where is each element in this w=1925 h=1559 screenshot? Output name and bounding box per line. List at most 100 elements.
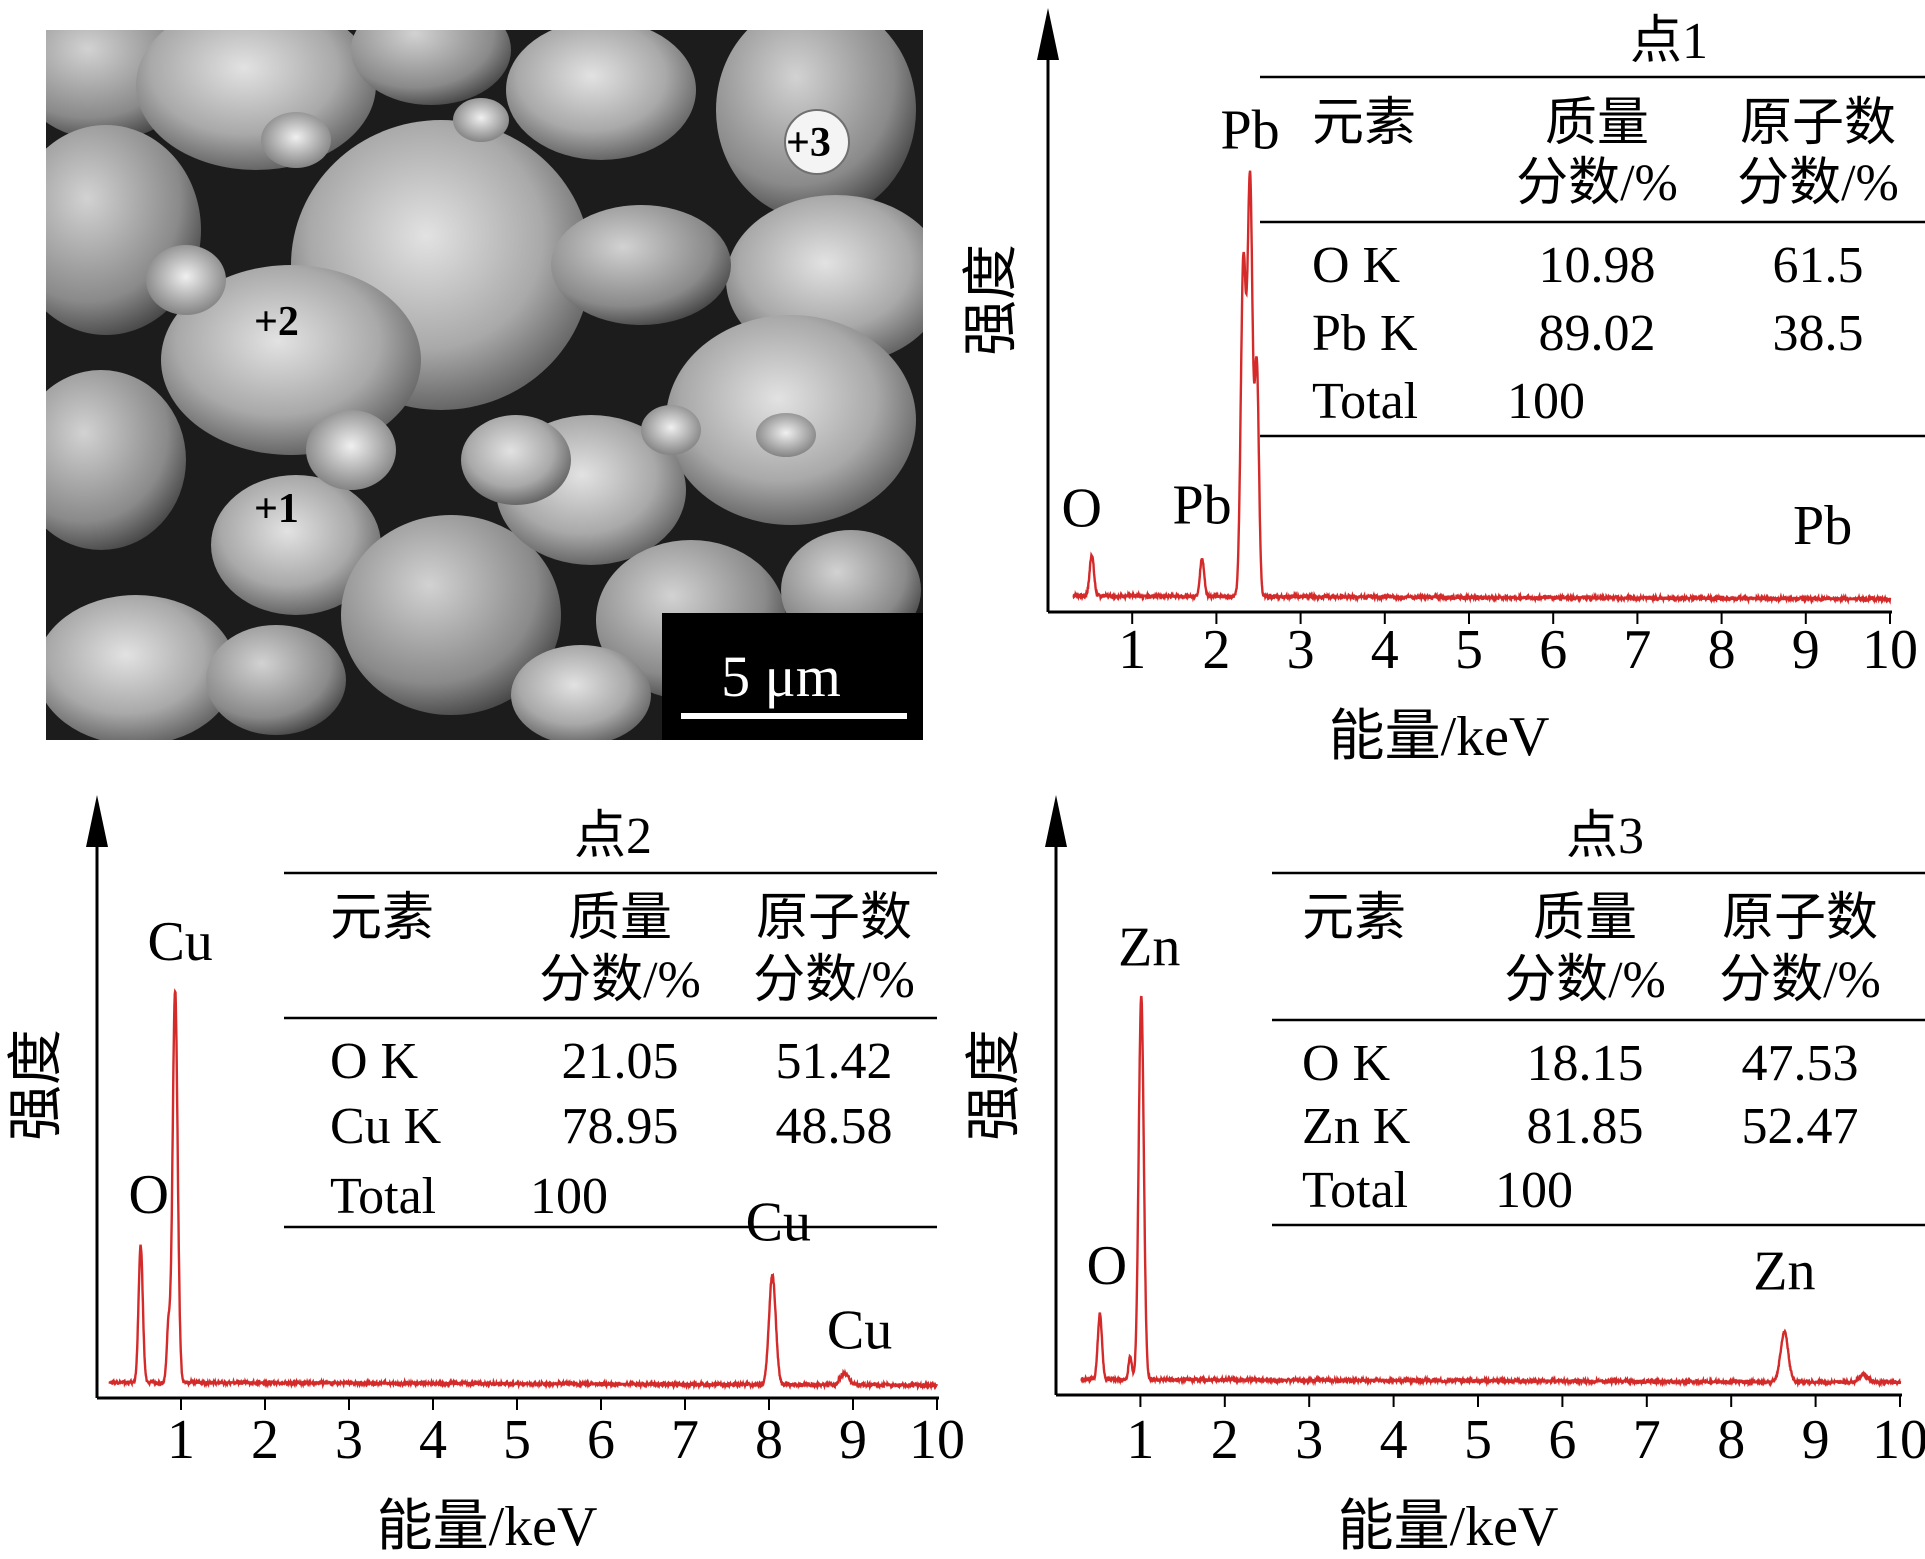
peak-label: O [128,1164,168,1226]
scale-bar-line [681,713,907,719]
table-cell-mass: 78.95 [562,1098,679,1155]
table-cell-mass: 89.02 [1539,305,1656,362]
x-axis-label: 能量/keV [377,1496,598,1558]
table-cell-atomic: 61.5 [1773,237,1864,294]
x-tick-label: 7 [1633,1409,1661,1471]
spectrum-line [1072,170,1892,605]
x-tick-label: 1 [167,1409,195,1471]
table-header-mass: 质量 [1533,890,1637,947]
x-tick-label: 6 [587,1409,615,1471]
y-axis-label: 强度 [961,244,1023,356]
x-tick-label: 4 [1380,1409,1408,1471]
x-tick-label: 3 [335,1409,363,1471]
table-header-atomic: 原子数 [1740,95,1896,152]
x-tick-label: 10 [1862,619,1918,681]
table-cell-mass: 100 [1507,373,1585,430]
table-cell-atomic: 48.58 [776,1098,893,1155]
x-axis-label: 能量/keV [1338,1496,1559,1558]
x-tick-label: 6 [1548,1409,1576,1471]
x-axis-label: 能量/keV [1329,706,1550,768]
x-tick-label: 4 [419,1409,447,1471]
table-header-mass-unit: 分数/% [1504,952,1666,1009]
table-cell-element: Cu K [330,1098,442,1155]
table-cell-mass: 100 [530,1168,608,1225]
table-cell-mass: 18.15 [1527,1035,1644,1092]
table-cell-element: O K [1312,237,1401,294]
table-header-atomic-unit: 分数/% [753,952,915,1009]
x-tick-label: 2 [251,1409,279,1471]
table-cell-element: Pb K [1312,305,1418,362]
marker-point-1: +1 [254,486,299,532]
table-cell-mass: 100 [1495,1162,1573,1219]
x-tick-label: 10 [909,1409,965,1471]
table-title: 点3 [1566,808,1644,865]
table-title: 点1 [1630,13,1708,70]
x-tick-label: 9 [1792,619,1820,681]
sem-grains [46,30,923,740]
table-header-mass-unit: 分数/% [1516,155,1678,212]
scale-bar-label: 5 μm [721,644,841,709]
peak-label: Cu [746,1191,811,1253]
y-axis-label: 强度 [964,1029,1026,1141]
x-tick-label: 7 [1623,619,1651,681]
marker-point-2: +2 [254,299,299,345]
table-header-mass-unit: 分数/% [539,952,701,1009]
x-tick-label: 9 [839,1409,867,1471]
table-header-mass: 质量 [1545,95,1649,152]
x-tick-label: 5 [503,1409,531,1471]
table-header-element: 元素 [1302,890,1406,947]
table-header-atomic-unit: 分数/% [1719,952,1881,1009]
x-tick-label: 6 [1539,619,1567,681]
table-cell-element: Total [1312,373,1418,430]
peak-label: Pb [1173,474,1232,536]
peak-label: Pb [1793,495,1852,557]
spectrum-line [1080,995,1902,1389]
x-tick-label: 5 [1455,619,1483,681]
x-tick-label: 7 [671,1409,699,1471]
table-cell-mass: 10.98 [1539,237,1656,294]
y-axis-arrow [86,795,108,847]
y-axis-arrow [1045,795,1067,847]
peak-label: Zn [1118,916,1180,978]
table-cell-element: Zn K [1302,1098,1411,1155]
x-tick-label: 1 [1118,619,1146,681]
table-header-atomic: 原子数 [756,890,912,947]
table-cell-atomic: 38.5 [1773,305,1864,362]
x-tick-label: 8 [1708,619,1736,681]
spectrum-line [108,988,938,1392]
table-cell-mass: 81.85 [1527,1098,1644,1155]
table-header-atomic-unit: 分数/% [1737,155,1899,212]
table-cell-element: Total [330,1168,436,1225]
table-title: 点2 [574,808,652,865]
table-cell-element: Total [1302,1162,1408,1219]
x-tick-label: 5 [1464,1409,1492,1471]
table-cell-atomic: 52.47 [1742,1098,1859,1155]
table-cell-atomic: 47.53 [1742,1035,1859,1092]
x-tick-label: 3 [1295,1409,1323,1471]
table-header-atomic: 原子数 [1722,890,1878,947]
table-header-element: 元素 [1312,95,1416,152]
x-tick-label: 3 [1287,619,1315,681]
y-axis-arrow [1037,8,1059,60]
x-tick-label: 9 [1802,1409,1830,1471]
table-cell-mass: 21.05 [562,1033,679,1090]
peak-label: O [1062,477,1102,539]
sem-micrograph: +3 +2 +1 5 μm [46,30,923,740]
peak-label: Cu [147,911,212,973]
scale-bar: 5 μm [662,613,923,740]
table-cell-element: O K [1302,1035,1391,1092]
y-axis-label: 强度 [6,1029,68,1141]
x-tick-label: 1 [1126,1409,1154,1471]
x-tick-label: 2 [1202,619,1230,681]
table-header-mass: 质量 [568,890,672,947]
x-tick-label: 8 [755,1409,783,1471]
table-header-element: 元素 [330,890,434,947]
peak-label: O [1087,1235,1127,1297]
table-cell-element: O K [330,1033,419,1090]
peak-label: Pb [1221,100,1280,162]
peak-label: Zn [1753,1240,1815,1302]
x-tick-label: 10 [1872,1409,1925,1471]
marker-point-3: +3 [786,120,831,166]
x-tick-label: 8 [1717,1409,1745,1471]
x-tick-label: 4 [1371,619,1399,681]
